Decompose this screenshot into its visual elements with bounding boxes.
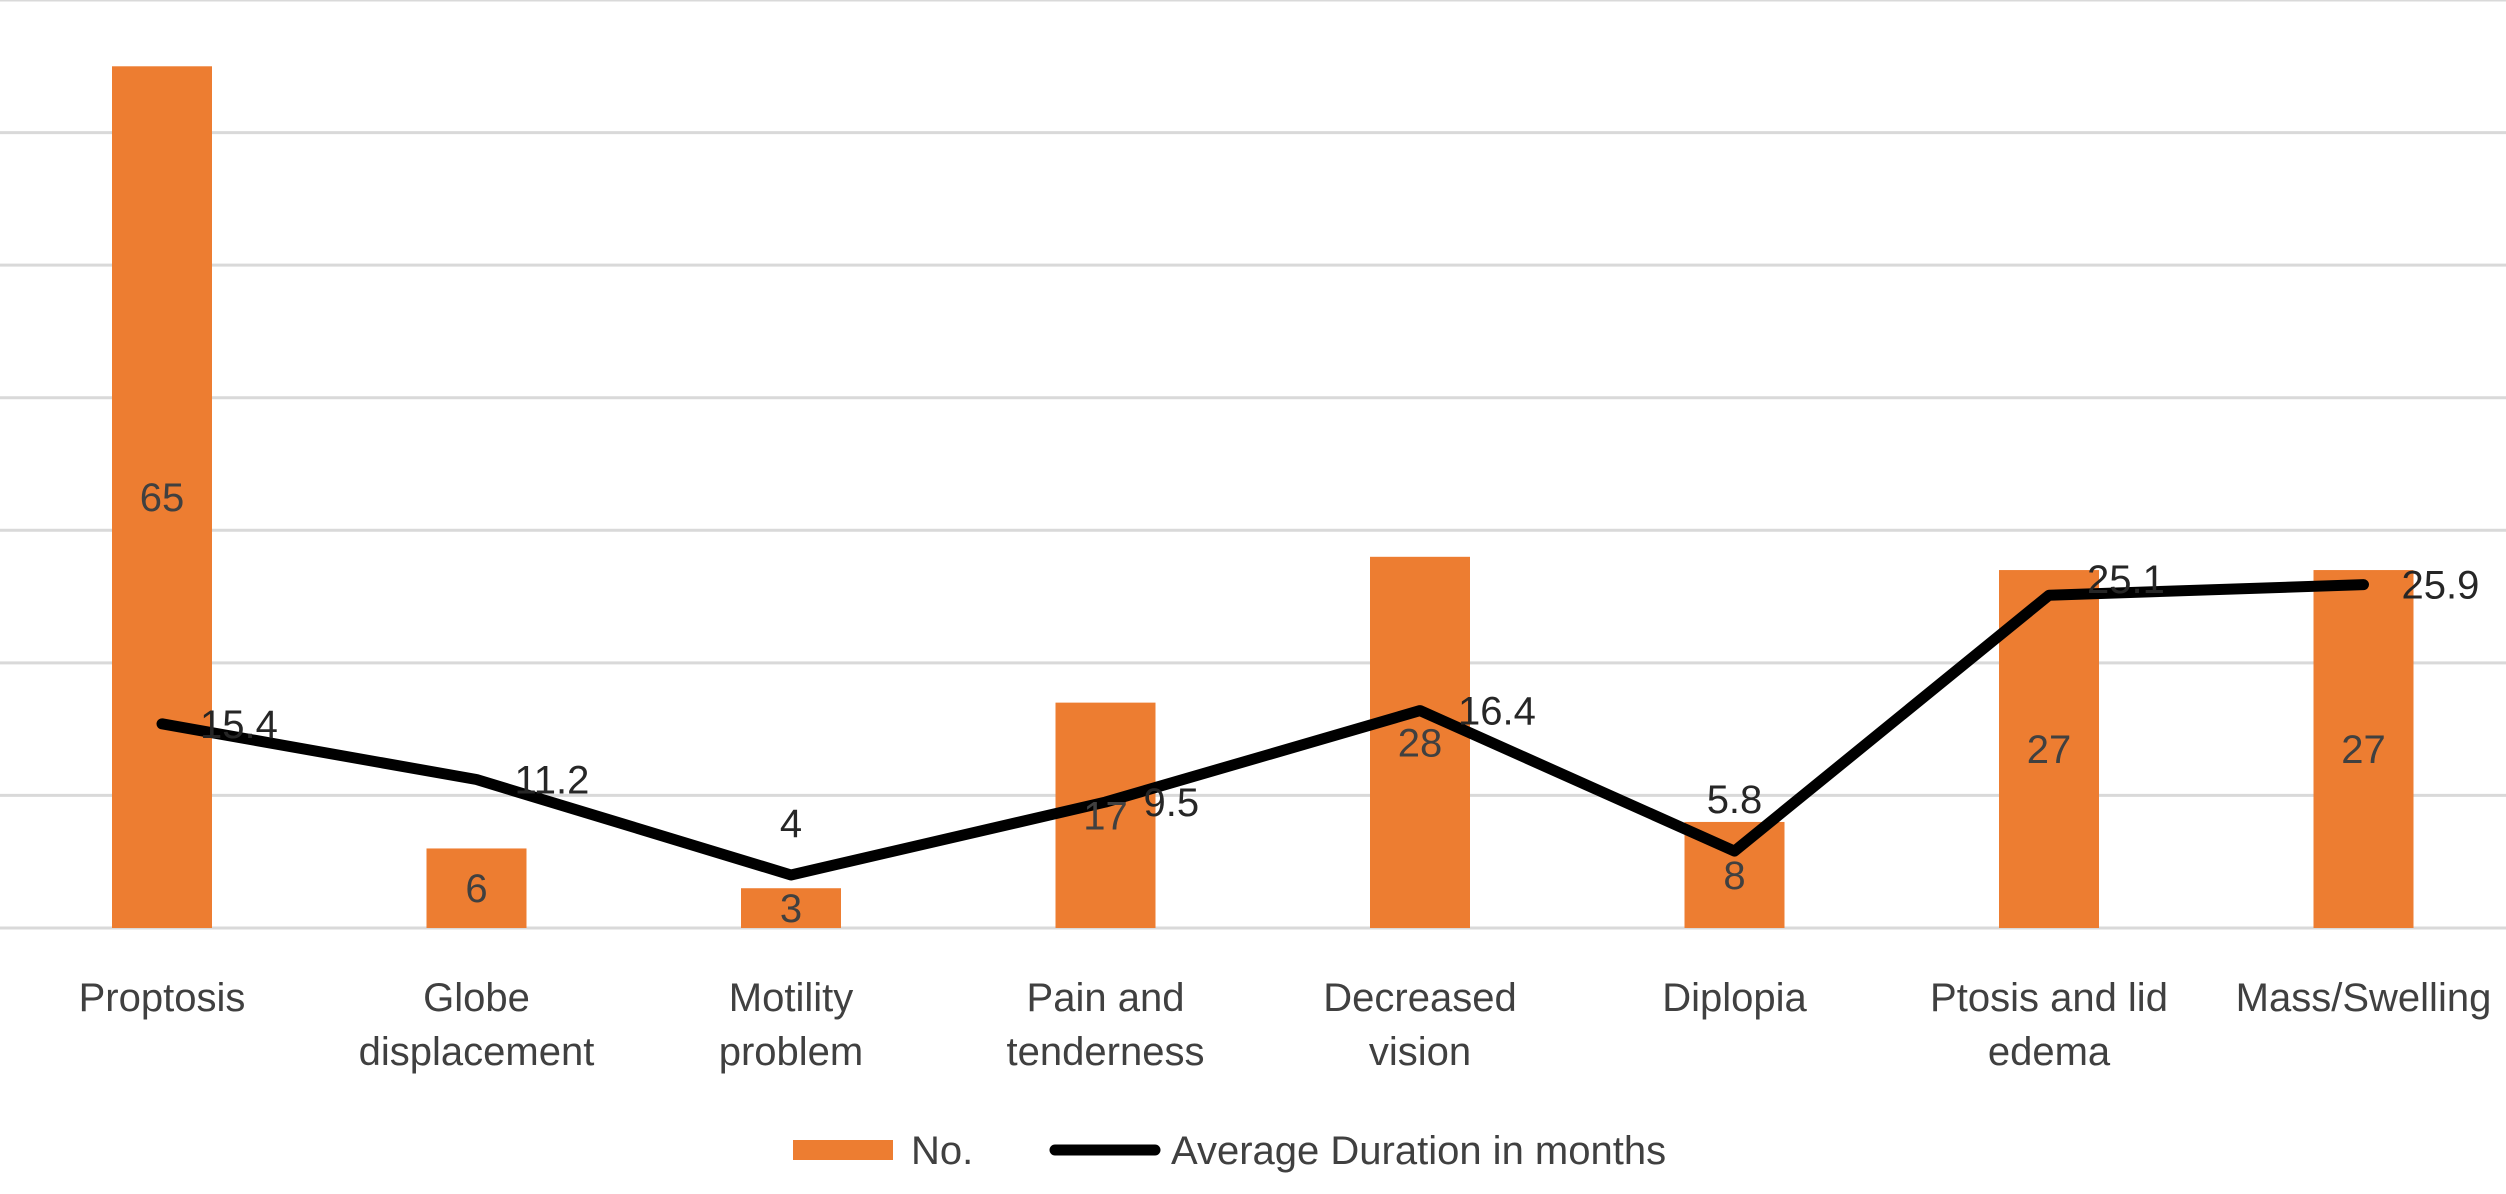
category-label: Ptosis and lid edema <box>1930 976 2168 1074</box>
legend-label-no: No. <box>911 1129 973 1173</box>
bar-data-label: 17 <box>1083 794 1128 838</box>
bar-data-label: 6 <box>465 867 487 911</box>
line-series-average-duration <box>156 579 2369 881</box>
category-label: Globe displacement <box>359 976 595 1074</box>
legend-swatch-no <box>793 1140 893 1160</box>
legend: No. Average Duration in months <box>793 1129 1666 1173</box>
line-path <box>156 579 2369 881</box>
line-point <box>2358 579 2369 590</box>
bar-data-label: 3 <box>780 887 802 931</box>
line-point <box>1415 705 1425 716</box>
category-label: Decreased vision <box>1323 976 1516 1074</box>
bar-data-label: 65 <box>140 476 185 520</box>
category-axis-labels: Proptosis Globe displacement Motility proble… <box>79 976 2492 1074</box>
line-point <box>786 869 796 880</box>
bar-data-label: 28 <box>1398 721 1443 765</box>
line-point <box>157 718 167 729</box>
line-data-label: 16.4 <box>1458 690 1536 734</box>
line-point <box>471 774 482 785</box>
line-data-label: 5.8 <box>1707 778 1763 822</box>
bar <box>1999 570 2099 928</box>
category-label: Pain and tenderness <box>1007 976 1205 1074</box>
line-data-label: 25.1 <box>2087 558 2165 602</box>
category-label: Proptosis <box>79 976 246 1020</box>
line-point <box>1729 846 1740 857</box>
line-data-label: 15.4 <box>200 703 278 747</box>
line-data-label: 9.5 <box>1144 781 1200 825</box>
bar-data-label: 27 <box>2027 728 2072 772</box>
category-label: Motility problem <box>719 976 864 1074</box>
line-data-label: 25.9 <box>2402 564 2480 608</box>
bar-data-label: 8 <box>1723 854 1745 898</box>
line-data-label: 11.2 <box>515 759 590 803</box>
gridlines <box>0 0 2506 930</box>
line-data-label: 4 <box>780 802 802 846</box>
bar-data-labels: 65 6 3 17 28 8 27 27 <box>140 476 2386 931</box>
bar-series-no <box>112 66 2414 929</box>
line-point <box>1100 797 1111 808</box>
line-point <box>2044 590 2054 601</box>
bar-data-label: 27 <box>2341 728 2386 772</box>
bar <box>112 66 212 929</box>
category-label: Mass/Swelling <box>2236 976 2492 1020</box>
category-label: Diplopia <box>1662 976 1807 1020</box>
line-data-labels: 15.4 11.2 4 9.5 16.4 5.8 25.1 25.9 <box>200 558 2479 846</box>
bar <box>2313 570 2414 928</box>
bar <box>426 848 527 928</box>
bar <box>741 888 841 928</box>
bar <box>1370 556 1470 928</box>
legend-label-average-duration: Average Duration in months <box>1171 1129 1666 1173</box>
